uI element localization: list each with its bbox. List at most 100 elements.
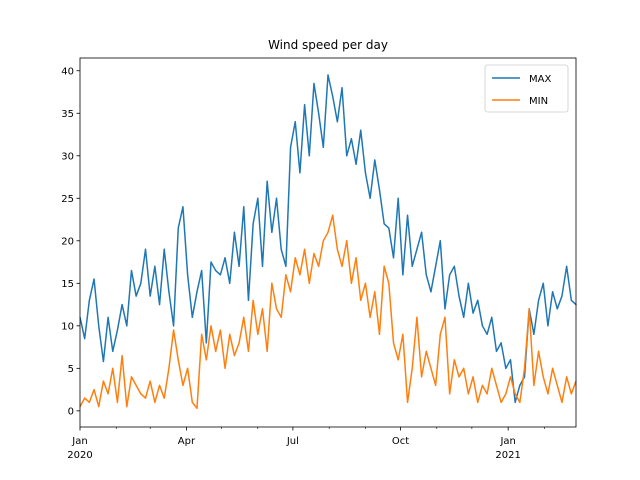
data-point-min bbox=[280, 316, 282, 318]
data-point-min bbox=[467, 393, 469, 395]
data-point-min bbox=[374, 291, 376, 293]
data-point-min bbox=[378, 333, 381, 335]
data-point-min bbox=[547, 393, 549, 395]
legend-box bbox=[484, 64, 569, 113]
data-point-max bbox=[519, 384, 521, 386]
data-point-max bbox=[313, 82, 315, 85]
y-tick-label: 20 bbox=[61, 236, 74, 247]
data-point-max bbox=[205, 342, 207, 344]
data-point-min bbox=[528, 308, 530, 310]
data-point-max bbox=[509, 359, 512, 361]
data-point-max bbox=[121, 303, 123, 306]
data-point-min bbox=[542, 376, 544, 378]
data-point-max bbox=[196, 291, 198, 293]
data-point-min bbox=[523, 367, 526, 369]
data-point-max bbox=[98, 325, 100, 327]
axes: 0 5 10 15 20 25 30 35 40 Jan 2020 Apr Jul Oct Jan 2021 bbox=[61, 57, 577, 461]
data-point-max bbox=[84, 337, 86, 340]
data-point-max bbox=[360, 129, 362, 131]
data-point-min bbox=[243, 316, 245, 318]
data-point-max bbox=[144, 248, 147, 250]
data-point-max bbox=[411, 265, 413, 267]
data-point-max bbox=[523, 376, 526, 378]
data-point-min bbox=[439, 333, 441, 335]
data-point-max bbox=[252, 223, 254, 225]
data-point-min bbox=[458, 376, 460, 378]
data-point-max bbox=[416, 248, 418, 250]
data-point-min bbox=[449, 393, 451, 395]
data-point-min bbox=[486, 393, 488, 395]
data-point-min bbox=[187, 367, 189, 369]
data-point-min bbox=[472, 376, 474, 378]
data-point-max bbox=[177, 227, 179, 229]
data-point-min bbox=[144, 397, 147, 399]
data-point-min bbox=[116, 401, 119, 403]
data-point-min bbox=[102, 380, 104, 382]
data-point-max bbox=[341, 87, 343, 89]
data-point-max bbox=[294, 121, 296, 123]
data-point-min bbox=[332, 214, 334, 216]
x-tick-sublabel: 2020 bbox=[67, 450, 92, 461]
data-point-max bbox=[88, 299, 90, 301]
legend: MAX MIN bbox=[484, 64, 569, 113]
data-point-max bbox=[397, 197, 399, 199]
data-point-max bbox=[327, 74, 329, 76]
data-point-max bbox=[336, 121, 338, 123]
data-point-min bbox=[416, 316, 418, 318]
y-tick-label: 10 bbox=[61, 321, 74, 332]
data-point-min bbox=[364, 282, 367, 284]
data-point-min bbox=[271, 282, 273, 284]
data-point-min bbox=[566, 376, 568, 378]
data-point-min bbox=[552, 367, 554, 369]
data-point-max bbox=[224, 257, 226, 259]
data-point-max bbox=[355, 163, 357, 165]
data-point-min bbox=[177, 359, 179, 361]
data-point-max bbox=[505, 367, 507, 369]
data-point-max bbox=[500, 342, 502, 344]
data-point-max bbox=[383, 223, 385, 225]
data-point-max bbox=[275, 197, 278, 199]
data-point-max bbox=[266, 180, 268, 182]
data-point-min bbox=[509, 376, 512, 378]
data-point-min bbox=[411, 367, 413, 369]
data-point-min bbox=[495, 384, 498, 386]
x-tick-label: Jan bbox=[499, 436, 515, 447]
data-point-min bbox=[215, 350, 217, 352]
chart-title: Wind speed per day bbox=[268, 38, 388, 52]
data-point-min bbox=[491, 367, 493, 369]
y-tick-label: 35 bbox=[61, 109, 74, 120]
data-point-min bbox=[397, 359, 399, 361]
data-point-min bbox=[98, 405, 100, 408]
data-point-max bbox=[491, 316, 493, 318]
data-point-min bbox=[402, 333, 404, 335]
data-point-min bbox=[406, 401, 409, 403]
data-point-min bbox=[369, 316, 371, 318]
data-point-max bbox=[285, 265, 287, 267]
data-point-max bbox=[112, 350, 114, 352]
data-point-max bbox=[243, 206, 245, 208]
data-point-max bbox=[533, 333, 535, 335]
data-point-max bbox=[458, 295, 460, 297]
data-point-max bbox=[406, 214, 409, 216]
data-point-min bbox=[107, 393, 109, 395]
data-point-max bbox=[154, 265, 156, 267]
data-point-min bbox=[341, 265, 343, 267]
data-point-max bbox=[271, 231, 273, 233]
data-point-max bbox=[322, 146, 324, 148]
data-point-min bbox=[392, 342, 395, 344]
data-point-max bbox=[130, 269, 133, 272]
data-point-min bbox=[275, 308, 278, 310]
data-point-min bbox=[84, 397, 86, 399]
axes-frame bbox=[79, 57, 577, 428]
data-point-min bbox=[327, 231, 329, 233]
data-point-max bbox=[561, 295, 563, 297]
data-point-max bbox=[233, 231, 236, 233]
data-point-max bbox=[280, 248, 282, 250]
data-point-max bbox=[107, 316, 109, 318]
data-point-min bbox=[355, 257, 357, 259]
data-point-max bbox=[566, 265, 568, 267]
data-point-max bbox=[318, 112, 320, 114]
data-point-max bbox=[364, 172, 367, 174]
data-point-max bbox=[449, 274, 451, 276]
